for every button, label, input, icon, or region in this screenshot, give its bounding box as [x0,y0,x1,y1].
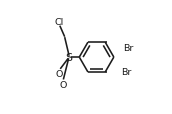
Text: O: O [59,80,67,89]
Text: Br: Br [121,68,132,76]
Text: Br: Br [123,44,133,53]
Text: O: O [56,70,63,79]
Text: S: S [66,53,73,62]
Text: Cl: Cl [54,18,63,26]
